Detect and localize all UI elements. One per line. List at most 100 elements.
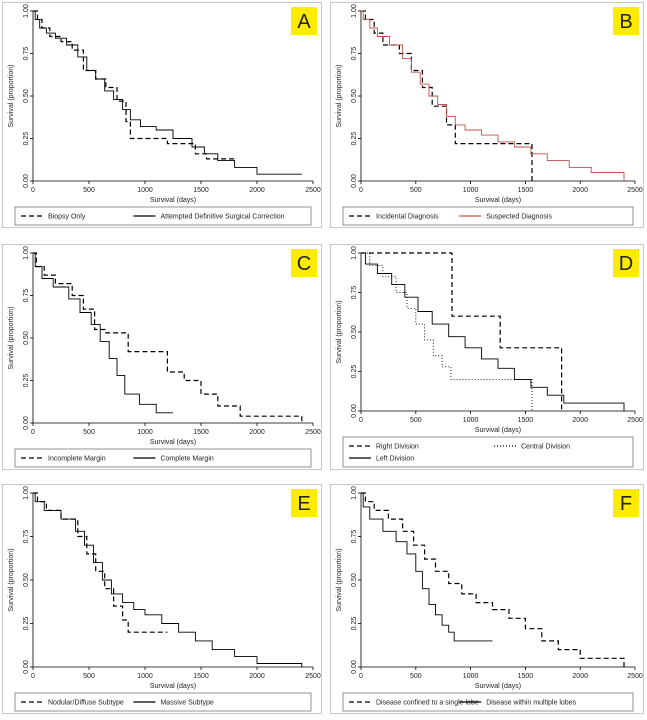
panel-a: 0.00 0.25 0.50 0.75 1.00 0 500 1000 1500 2000 2500…: [2, 2, 322, 228]
x-tick-label: 500: [83, 673, 95, 680]
panel-label: B: [619, 11, 632, 33]
x-axis-label: Survival (days): [475, 427, 521, 434]
x-axis-label: Survival (days): [475, 197, 521, 204]
y-tick-label: 0.25: [23, 132, 30, 146]
y-tick-label: 0.25: [351, 132, 358, 146]
y-tick-label: 0.00: [351, 174, 358, 188]
y-tick-label: 0.75: [351, 47, 358, 61]
x-tick-label: 2000: [572, 417, 588, 424]
y-tick-label: 0.75: [351, 286, 358, 300]
x-tick-label: 500: [83, 187, 95, 194]
y-tick-label: 0.25: [23, 617, 30, 631]
y-tick-label: 0.50: [23, 331, 30, 345]
legend: [342, 436, 634, 468]
panel-c: 0.00 0.25 0.50 0.75 1.00 0 500 1000 1500 2000 2500…: [2, 244, 322, 470]
x-tick-label: 2500: [627, 187, 643, 194]
survival-curve-1: [361, 252, 563, 411]
legend-label: Incidental Diagnosis: [376, 214, 439, 221]
legend-label: Complete Margin: [160, 456, 213, 463]
x-tick-label: 1000: [463, 417, 479, 424]
legend: [342, 206, 634, 226]
survival-curve-2: [361, 492, 493, 642]
y-tick-label: 0.00: [23, 660, 30, 674]
legend-label: Suspected Diagnosis: [486, 214, 552, 221]
x-tick-label: 2500: [305, 429, 321, 436]
km-plot-b: 0.00 0.25 0.50 0.75 1.00 0 500 1000 1500 2000 2500…: [336, 4, 643, 226]
panel-e: 0.00 0.25 0.50 0.75 1.00 0 500 1000 1500 2000 2500…: [2, 484, 322, 714]
y-tick-label: 0.00: [351, 404, 358, 418]
y-tick-label: 1.00: [23, 4, 30, 18]
panel-b: 0.00 0.25 0.50 0.75 1.00 0 500 1000 1500 2000 2500…: [330, 2, 644, 228]
x-tick-label: 0: [359, 417, 363, 424]
y-tick-label: 0.25: [23, 374, 30, 388]
survival-curve-2: [361, 252, 533, 411]
panel-label: E: [297, 493, 310, 515]
legend: [342, 692, 634, 712]
x-tick-label: 0: [31, 673, 35, 680]
y-tick-label: 0.50: [351, 573, 358, 587]
y-tick-label: 0.75: [23, 289, 30, 303]
legend-label: Central Division: [521, 444, 570, 451]
survival-curve-2: [33, 10, 302, 175]
panel-label-badge: [291, 249, 317, 277]
axes: [360, 11, 635, 182]
x-tick-label: 1000: [137, 429, 153, 436]
legend-label: Disease within multiple lobes: [486, 700, 576, 707]
y-axis-label: Survival (proportion): [336, 548, 343, 611]
legend-label: Attempted Definitive Surgical Correction: [160, 214, 284, 221]
y-axis-label: Survival (proportion): [8, 548, 15, 611]
x-tick-label: 1000: [463, 673, 479, 680]
legend-label: Disease confined to a single lobe: [376, 700, 479, 707]
legend-label: Incomplete Margin: [48, 456, 106, 463]
x-tick-label: 1500: [193, 429, 209, 436]
y-tick-label: 0.25: [351, 617, 358, 631]
survival-curve-1: [361, 492, 625, 667]
x-tick-label: 0: [359, 187, 363, 194]
x-tick-label: 1500: [193, 187, 209, 194]
x-tick-label: 500: [410, 417, 422, 424]
legend-label: Nodular/Diffuse Subtype: [48, 700, 124, 707]
survival-curve-1: [33, 252, 303, 423]
km-plot-f: 0.00 0.25 0.50 0.75 1.00 0 500 1000 1500 2000 2500…: [336, 486, 643, 712]
x-tick-label: 2500: [627, 673, 643, 680]
panel-d: 0.00 0.25 0.50 0.75 1.00 0 500 1000 1500 2000 2500…: [330, 244, 644, 470]
axes: [360, 253, 635, 412]
y-tick-label: 0.75: [23, 47, 30, 61]
panel-label-badge: [613, 7, 639, 35]
x-tick-label: 2000: [572, 673, 588, 680]
legend-label: Left Division: [376, 456, 414, 463]
panel-label: A: [297, 11, 311, 33]
x-tick-label: 1000: [137, 187, 153, 194]
panel-label: D: [619, 253, 633, 275]
x-axis-label: Survival (days): [150, 683, 196, 690]
x-tick-label: 1500: [193, 673, 209, 680]
legend-label: Biopsy Only: [48, 214, 86, 221]
x-tick-label: 1500: [518, 673, 534, 680]
x-tick-label: 2500: [305, 673, 321, 680]
y-tick-label: 0.50: [351, 325, 358, 339]
y-tick-label: 0.25: [351, 365, 358, 379]
survival-curve-1: [33, 492, 168, 633]
legend: [14, 206, 312, 226]
y-tick-label: 0.50: [23, 573, 30, 587]
y-tick-label: 0.00: [351, 660, 358, 674]
x-tick-label: 1500: [518, 417, 534, 424]
legend-label: Massive Subtype: [160, 700, 213, 707]
y-tick-label: 1.00: [351, 246, 358, 260]
legend: [14, 448, 312, 468]
y-axis-label: Survival (proportion): [8, 306, 15, 369]
x-axis-label: Survival (days): [150, 197, 196, 204]
km-plot-c: 0.00 0.25 0.50 0.75 1.00 0 500 1000 1500 2000 2500…: [8, 246, 321, 468]
x-tick-label: 0: [359, 673, 363, 680]
y-axis-label: Survival (proportion): [336, 64, 343, 127]
x-tick-label: 1000: [137, 673, 153, 680]
x-tick-label: 0: [31, 187, 35, 194]
y-tick-label: 0.50: [351, 89, 358, 103]
x-tick-label: 2000: [249, 673, 265, 680]
x-tick-label: 2000: [249, 429, 265, 436]
y-axis-label: Survival (proportion): [336, 300, 343, 363]
survival-curve-3: [361, 252, 625, 411]
x-tick-label: 500: [83, 429, 95, 436]
panel-label-badge: [291, 489, 317, 517]
